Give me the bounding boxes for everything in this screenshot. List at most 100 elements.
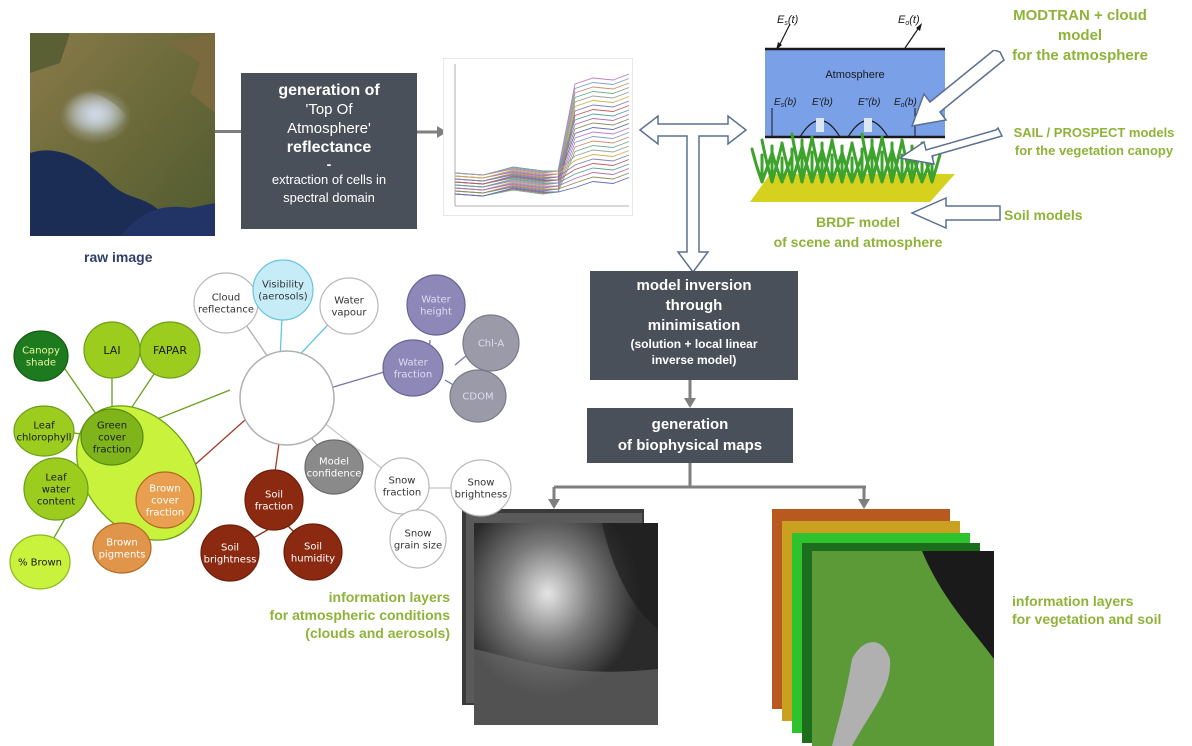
bubble-label-brown-cover: cover <box>151 496 180 507</box>
biophysical-maps-box: generation of biophysical maps <box>587 408 793 463</box>
info-veg-line2: for vegetation and soil <box>1012 611 1162 627</box>
inversion-line2: through <box>665 297 723 314</box>
brdf-label: BRDF model of scene and atmosphere <box>748 212 968 252</box>
arrow-sail <box>898 126 1003 165</box>
bubble-shape-soil-brightness <box>200 524 260 582</box>
arrow-toa-to-spectra <box>417 126 447 138</box>
bubble-label-brown-cover: fraction <box>146 508 184 519</box>
bubble-shape-canopy-shade <box>13 330 69 382</box>
label-eo-t-sub: o <box>905 20 909 27</box>
inversion-line3: minimisation <box>647 317 741 334</box>
spectrum-line <box>454 159 630 185</box>
bubble-shape-snow-fraction <box>374 457 430 515</box>
modtran-line2: model <box>1057 27 1103 44</box>
spectrum-line <box>454 172 630 194</box>
maps-line1: generation <box>651 416 729 433</box>
label-es-t-sub: s <box>784 20 788 27</box>
bubble-label-model-confidence: confidence <box>307 469 362 480</box>
label-es-b-sub: s <box>781 102 785 109</box>
bubble-label-visibility: (aerosols) <box>258 292 308 303</box>
bubble-label-soil-fraction: fraction <box>255 502 293 513</box>
bubble-label-leaf-water: content <box>37 497 75 508</box>
bubble-shape-visibility <box>252 259 314 321</box>
bubble-label-canopy-shade: shade <box>26 358 56 369</box>
bubble-shape-brown-cover <box>135 471 195 529</box>
bubble-shape-cdom <box>449 369 507 423</box>
bubble-label-cloud-reflectance: reflectance <box>198 305 254 316</box>
modtran-label: MODTRAN + cloud model for the atmosphere <box>990 6 1170 66</box>
bubble-label-snow-fraction: fraction <box>383 488 421 499</box>
label-eo-b-suffix: (b) <box>905 97 917 108</box>
bubble-cdom: CDOM <box>449 369 507 423</box>
info-atmo-line3: (clouds and aerosols) <box>305 625 450 641</box>
label-eo-b-sub: o <box>901 102 905 109</box>
bubble-label-lai: LAI <box>103 344 120 357</box>
bubble-shape-snow-brightness <box>450 459 512 517</box>
brdf-line2: of scene and atmosphere <box>773 234 943 250</box>
toa-line1: generation of <box>278 82 380 99</box>
spectra-plot <box>443 58 633 216</box>
label-eprime-b: E'(b) <box>812 97 833 108</box>
sail-line1: SAIL / PROSPECT models <box>1013 125 1175 140</box>
spectrum-line <box>454 150 630 179</box>
spectrum-line <box>454 163 630 188</box>
modtran-line1: MODTRAN + cloud <box>1013 7 1147 24</box>
double-arrow-connector <box>638 114 748 274</box>
bubble-visibility: Visibility(aerosols) <box>252 259 314 321</box>
bubble-shape-pct-brown <box>9 534 71 590</box>
toa-line6: extraction of cells in <box>271 172 387 187</box>
bubble-pct-brown: % Brown <box>9 534 71 590</box>
bubble-shape-green-cover <box>80 408 144 466</box>
spectrum-line <box>454 168 630 191</box>
bubble-label-brown-pigments: Brown <box>106 538 137 549</box>
bubble-shape-fapar <box>139 321 201 379</box>
toa-reflectance-box: generation of 'Top Of Atmosphere' reflec… <box>241 73 417 229</box>
label-es-t-suffix: (t) <box>788 14 799 26</box>
arrow-split-to-layers <box>548 463 870 509</box>
bubble-label-cloud-reflectance: Cloud <box>212 293 241 304</box>
maps-line2: of biophysical maps <box>617 437 763 454</box>
bubble-label-soil-fraction: Soil <box>265 490 283 501</box>
bubble-label-soil-humidity: Soil <box>304 542 322 553</box>
info-veg-label: information layers for vegetation and so… <box>1012 592 1187 628</box>
bubble-label-green-cover: fraction <box>93 445 131 456</box>
bubble-label-soil-brightness: Soil <box>221 543 239 554</box>
toa-line7: spectral domain <box>283 190 375 205</box>
bubble-label-canopy-shade: Canopy <box>22 346 60 357</box>
vegetation-layers-stack <box>772 509 994 746</box>
bubble-label-visibility: Visibility <box>262 280 304 291</box>
bubble-label-soil-brightness: brightness <box>204 555 257 566</box>
toa-line5: - <box>326 156 332 172</box>
spectrum-line <box>454 177 630 197</box>
info-atmo-label: information layers for atmospheric condi… <box>228 588 450 642</box>
bubble-lai: LAI <box>83 321 141 379</box>
sail-label: SAIL / PROSPECT models for the vegetatio… <box>996 124 1192 160</box>
inversion-line4: (solution + local linear <box>630 337 758 351</box>
bubble-label-fapar: FAPAR <box>153 344 187 357</box>
arrow-soil <box>910 196 1001 230</box>
model-inversion-box: model inversion through minimisation (so… <box>590 271 798 380</box>
label-es-b-suffix: (b) <box>784 97 796 108</box>
bubble-label-brown-pigments: pigments <box>99 550 146 561</box>
bubble-shape-water-vapour <box>319 277 379 335</box>
bubble-shape-model-confidence <box>304 439 364 495</box>
bubble-label-green-cover: cover <box>98 433 127 444</box>
bubble-shape-brown-pigments <box>92 522 152 574</box>
bubble-label-snow-grain: Snow <box>405 529 432 540</box>
bubble-label-leaf-chlorophyll: chlorophyll <box>17 433 72 444</box>
bubble-label-snow-fraction: Snow <box>389 476 416 487</box>
label-es-t: E <box>777 14 785 26</box>
